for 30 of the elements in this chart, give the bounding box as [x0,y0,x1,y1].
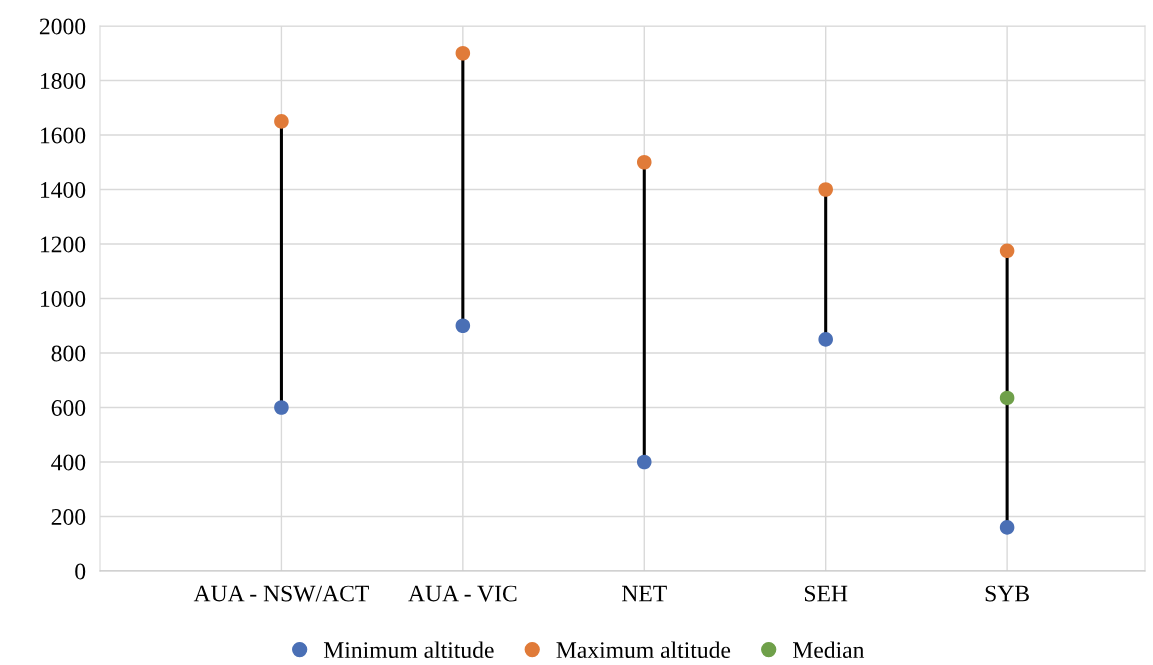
y-tick-label: 1800 [40,72,86,89]
point [636,454,652,470]
x-tick-label: AUA - NSW/ACT [193,585,369,602]
legend-label: Median [793,641,865,659]
point [999,520,1015,535]
y-tick-label: 1400 [40,181,86,198]
point [999,243,1015,259]
point [999,390,1015,406]
y-tick-label: 1200 [40,236,86,253]
x-tick-label: SYB [985,585,1029,602]
y-tick-label: 800 [51,345,86,362]
point [455,318,471,334]
point [274,400,289,415]
point [455,45,471,61]
y-tick-label: 600 [51,399,86,416]
legend-label: Minimum altitude [323,641,494,659]
x-tick-label: NET [622,585,667,602]
y-tick-label: 400 [51,454,86,471]
y-tick-label: 200 [51,508,86,525]
y-tick-label: 2000 [39,18,86,35]
point [636,154,652,170]
y-tick-label: 1000 [40,290,86,307]
y-tick-label: 1600 [40,127,86,144]
x-tick-label: AUA - VIC [408,585,517,602]
point [818,332,833,347]
x-tick-label: SEH [804,585,848,602]
point [818,182,833,197]
y-tick-label: 0 [75,563,86,580]
legend-label: Maximum altitude [556,641,731,659]
point [274,114,289,129]
